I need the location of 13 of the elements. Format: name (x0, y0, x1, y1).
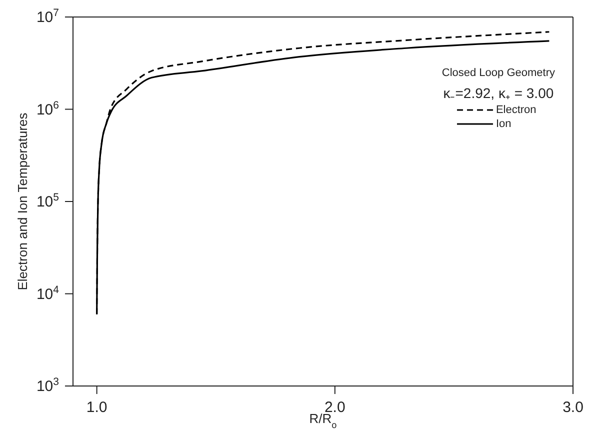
y-axis-title: Electron and Ion Temperatures (14, 112, 30, 290)
y-tick-label: 10$^{7}$ (36, 7, 60, 26)
annotation: κ₋=2.92, κ₊ = 3.00 (442, 84, 555, 103)
y-tick-label: 10$^{6}$ (36, 99, 60, 118)
legend-label: Ion (496, 117, 512, 131)
y-tick-label: 10$^{3}$ (36, 376, 60, 395)
x-axis-title: R/R$_{o}$ (309, 411, 337, 430)
y-tick-label: 10$^{4}$ (36, 284, 60, 303)
annotation: Closed Loop Geometry (442, 66, 555, 81)
x-tick-label: 3.0 (562, 399, 584, 416)
legend-label: Electron (496, 103, 538, 117)
y-tick-label: 10$^{5}$ (36, 192, 60, 210)
x-tick-label: 1.0 (86, 399, 108, 416)
